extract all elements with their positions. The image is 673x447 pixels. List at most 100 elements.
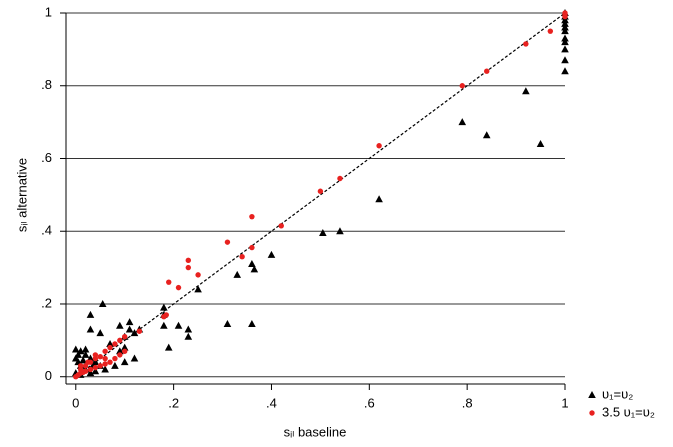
- data-point: [98, 299, 107, 307]
- data-point: [81, 350, 90, 358]
- data-point: [561, 27, 569, 35]
- data-point: [194, 285, 202, 293]
- data-point: [86, 369, 95, 377]
- legend-label: υ₁=υ₂: [602, 386, 633, 401]
- data-point: [116, 347, 124, 355]
- data-point: [79, 356, 87, 364]
- data-point: [112, 341, 118, 347]
- legend-label: 3.5 υ₁=υ₂: [602, 404, 655, 419]
- data-point: [122, 334, 128, 340]
- data-point: [375, 195, 383, 203]
- data-point: [92, 352, 99, 358]
- data-point: [130, 329, 139, 337]
- data-point: [97, 354, 103, 360]
- data-point: [459, 83, 465, 89]
- data-point: [184, 332, 193, 340]
- data-point: [117, 337, 123, 344]
- x-tick-label: 1: [561, 395, 568, 410]
- data-point: [249, 213, 255, 220]
- data-point: [160, 303, 168, 311]
- data-point: [77, 363, 84, 369]
- data-point: [561, 34, 569, 42]
- data-point: [561, 67, 569, 75]
- x-tick-label: .2: [168, 395, 179, 410]
- data-point: [224, 239, 231, 245]
- data-point: [86, 325, 95, 333]
- data-point: [317, 188, 324, 194]
- data-point: [86, 310, 95, 318]
- data-point: [130, 354, 139, 362]
- data-point: [112, 355, 118, 362]
- y-tick-label: .2: [41, 295, 52, 310]
- data-point: [87, 366, 94, 373]
- data-point: [107, 344, 113, 351]
- data-point: [117, 352, 123, 358]
- data-point: [248, 259, 256, 267]
- data-point: [536, 139, 545, 147]
- data-point: [106, 339, 114, 347]
- data-point: [175, 284, 182, 291]
- data-point: [160, 321, 168, 329]
- y-axis-title: sᵢₗ alternative: [14, 158, 29, 232]
- data-point: [233, 270, 242, 278]
- data-point: [337, 175, 343, 182]
- data-point: [458, 118, 467, 126]
- x-tick-label: .4: [266, 395, 277, 410]
- data-point: [319, 229, 327, 237]
- data-point: [562, 13, 568, 20]
- data-point: [120, 358, 129, 366]
- y-tick-label: .4: [41, 223, 52, 238]
- data-point: [102, 355, 108, 362]
- data-point: [101, 365, 109, 373]
- data-point: [136, 328, 143, 334]
- data-point: [561, 16, 569, 24]
- y-tick-label: .6: [41, 150, 52, 165]
- data-point: [185, 264, 192, 271]
- data-point: [547, 28, 554, 34]
- data-point: [336, 227, 344, 235]
- data-point: [184, 325, 193, 333]
- data-point: [185, 257, 192, 264]
- legend-marker: [589, 410, 595, 416]
- data-point: [71, 345, 80, 353]
- data-point: [125, 325, 134, 333]
- data-point: [561, 45, 569, 53]
- data-point: [223, 319, 232, 327]
- data-point: [102, 348, 108, 354]
- data-point: [166, 279, 172, 285]
- data-point: [82, 368, 89, 374]
- legend-marker: [588, 391, 596, 398]
- y-tick-label: 1: [45, 4, 52, 19]
- data-point: [278, 223, 284, 229]
- reference-line: [75, 12, 566, 378]
- data-point: [267, 250, 276, 258]
- data-point: [174, 321, 183, 329]
- data-point: [163, 312, 169, 318]
- data-point: [376, 143, 382, 149]
- data-point: [561, 38, 569, 46]
- data-point: [523, 41, 529, 47]
- data-point: [111, 361, 119, 369]
- data-point: [85, 359, 91, 365]
- data-point: [97, 363, 103, 369]
- data-point: [561, 56, 569, 64]
- x-axis-title: sᵢₗ baseline: [284, 424, 347, 439]
- y-tick-label: 0: [45, 368, 52, 383]
- data-point: [239, 253, 245, 260]
- data-point: [107, 359, 113, 365]
- data-point: [116, 321, 124, 329]
- data-point: [91, 367, 100, 375]
- x-tick-label: .8: [462, 395, 473, 410]
- data-point: [120, 343, 129, 351]
- data-point: [522, 87, 530, 95]
- y-tick-label: .8: [41, 77, 52, 92]
- data-point: [122, 348, 128, 354]
- data-point: [249, 244, 255, 251]
- data-point: [102, 361, 108, 367]
- data-point: [92, 364, 99, 371]
- data-point: [96, 329, 105, 337]
- data-point: [561, 19, 569, 27]
- data-point: [81, 345, 90, 353]
- x-tick-label: 0: [72, 395, 79, 410]
